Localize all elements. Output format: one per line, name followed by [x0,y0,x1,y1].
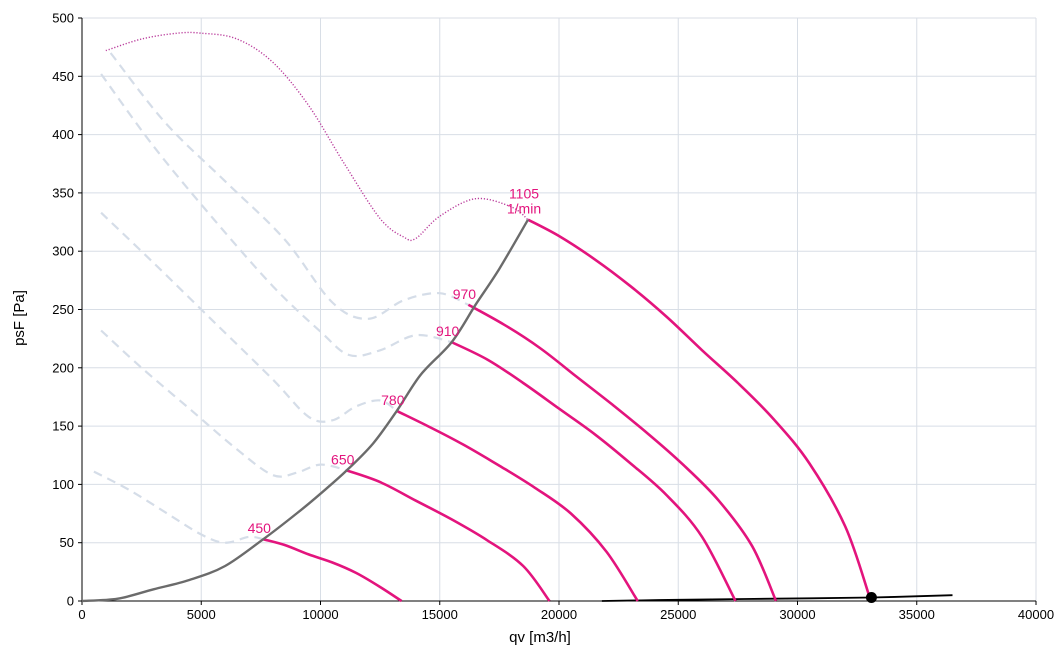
unstable-curve-650 [100,329,347,478]
unstable-curve-910 [100,73,452,358]
curves [81,31,953,604]
speed-curve-1105 [527,218,871,596]
x-tick-label: 15000 [422,607,458,622]
speed-label-1105: 1/min [507,201,541,217]
unstable-curve-970 [109,52,469,320]
baseline-curve [601,594,953,602]
speed-curve-650 [346,469,551,602]
x-tick-label: 10000 [302,607,338,622]
y-tick-label: 150 [52,419,74,434]
speed-curve-970 [467,303,778,602]
x-tick-label: 0 [78,607,85,622]
y-axis-label: psF [Pa] [11,290,28,346]
speed-label-450: 450 [248,520,272,536]
operating-point [865,592,877,604]
speed-label-970: 970 [453,286,477,302]
system-curve [81,219,530,603]
y-tick-label: 0 [67,594,74,609]
x-tick-label: 35000 [899,607,935,622]
y-tick-label: 500 [52,11,74,26]
speed-label-910: 910 [436,323,460,339]
y-tick-label: 200 [52,360,74,375]
y-tick-label: 50 [60,535,74,550]
x-axis-label: qv [m3/h] [509,629,571,646]
speed-curve-450 [262,537,403,603]
x-tick-label: 40000 [1018,607,1054,622]
unstable-curve-780 [100,211,398,423]
speed-curve-780 [396,409,639,602]
y-tick-label: 250 [52,302,74,317]
grid [78,17,1037,605]
y-tick-label: 100 [52,477,74,492]
y-tick-label: 300 [52,244,74,259]
speed-curve-910 [451,340,737,602]
tick-labels: 0 5000 10000 15000 20000 25000 30000 35000 40000… [52,11,1054,623]
x-tick-label: 20000 [541,607,577,622]
y-tick-label: 350 [52,185,74,200]
speed-label-780: 780 [381,392,405,408]
speed-label-650: 650 [331,451,355,467]
y-tick-label: 400 [52,127,74,142]
stall-limit-curve [105,31,529,242]
y-tick-label: 450 [52,69,74,84]
speed-label-1105: 1105 [509,186,539,202]
unstable-curve-450 [93,470,264,544]
x-tick-label: 5000 [187,607,216,622]
x-tick-label: 25000 [660,607,696,622]
x-tick-label: 30000 [779,607,815,622]
